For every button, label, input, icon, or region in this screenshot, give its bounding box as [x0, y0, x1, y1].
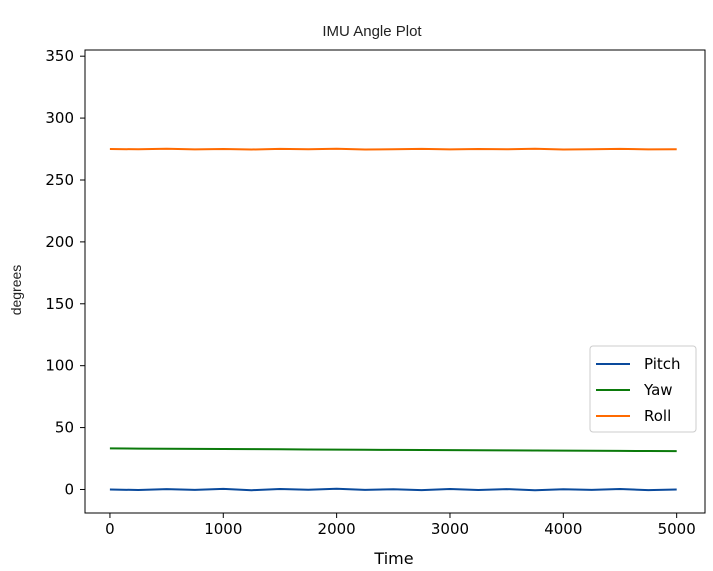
- x-tick-label: 3000: [431, 520, 469, 538]
- y-tick-label: 350: [45, 47, 74, 65]
- y-tick-label: 250: [45, 171, 74, 189]
- legend-label-roll: Roll: [644, 407, 671, 425]
- x-tick-label: 0: [105, 520, 115, 538]
- legend-label-yaw: Yaw: [643, 381, 673, 399]
- x-tick-label: 5000: [658, 520, 696, 538]
- legend: Pitch Yaw Roll: [589, 345, 697, 433]
- x-tick-label: 2000: [318, 520, 356, 538]
- y-tick-label: 0: [64, 480, 74, 498]
- series-line-yaw: [109, 447, 677, 453]
- series-line-roll: [109, 147, 677, 151]
- plot-frame: [84, 49, 706, 514]
- x-tick-label: 4000: [544, 520, 582, 538]
- legend-box: [589, 345, 697, 433]
- legend-label-pitch: Pitch: [644, 355, 681, 373]
- x-axis-label: Time: [373, 549, 413, 568]
- x-tick-label: 1000: [204, 520, 242, 538]
- y-tick-label: 200: [45, 233, 74, 251]
- y-tick-label: 50: [55, 419, 74, 437]
- plot-area: 0 1000 2000 3000 4000 5000 0 50 100 150 200 250 300 3…: [45, 47, 706, 538]
- chart-title: IMU Angle Plot: [322, 23, 422, 40]
- y-tick-label: 100: [45, 357, 74, 375]
- y-axis-label: degrees: [8, 265, 24, 316]
- y-tick-label: 150: [45, 295, 74, 313]
- series-line-pitch: [109, 487, 677, 492]
- y-tick-label: 300: [45, 109, 74, 127]
